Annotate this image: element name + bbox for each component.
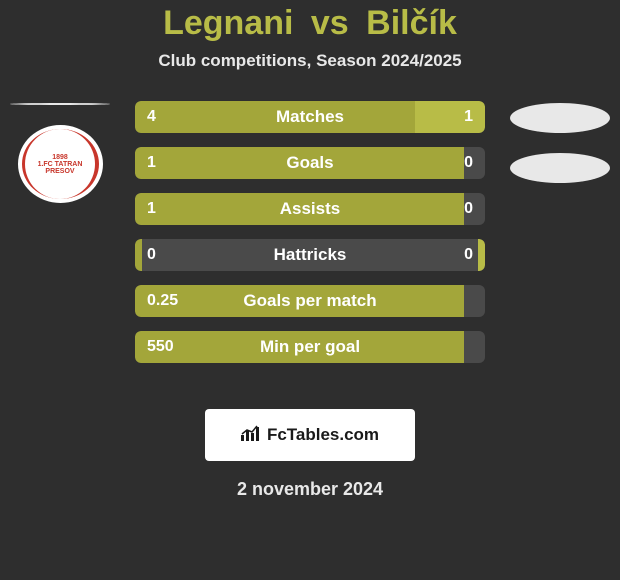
club-year: 1898 [52, 154, 68, 161]
stat-row: Goals10 [135, 147, 485, 179]
club-line1: 1.FC TATRAN [38, 161, 83, 168]
bar-left-fill [135, 285, 464, 317]
player1-club-badge: 1898 1.FC TATRAN PRESOV [18, 125, 103, 203]
stat-value-right: 0 [464, 154, 473, 172]
stat-label: Hattricks [135, 245, 485, 265]
club-line2: PRESOV [45, 168, 74, 175]
stat-row: Matches41 [135, 101, 485, 133]
bar-right-fill [415, 101, 485, 133]
player2-club-placeholder [510, 153, 610, 183]
source-badge[interactable]: FcTables.com [205, 409, 415, 461]
stat-row: Hattricks0 0 [135, 239, 485, 271]
vs-label: vs [311, 4, 349, 42]
footer-date: 2 november 2024 [0, 479, 620, 500]
stat-row: Goals per match0.25 [135, 285, 485, 317]
bar-left-fill [135, 239, 142, 271]
stat-value-left: 0 [147, 246, 156, 264]
stat-bars: Matches41Goals10Assists10Hattricks00Goal… [135, 101, 485, 377]
source-label: FcTables.com [267, 425, 379, 445]
bar-left-fill [135, 331, 464, 363]
stat-value-left: 1 [147, 200, 156, 218]
container: Legnani vs Bilčík Club competitions, Sea… [0, 0, 620, 580]
player2-photo-placeholder [510, 103, 610, 133]
chart-icon [241, 425, 261, 446]
stat-value-right: 0 [464, 200, 473, 218]
stat-value-left: 4 [147, 108, 156, 126]
stat-value-right: 1 [464, 108, 473, 126]
club-badge-inner: 1898 1.FC TATRAN PRESOV [25, 129, 95, 199]
player1-photo-placeholder [10, 103, 110, 105]
left-side: 1898 1.FC TATRAN PRESOV [10, 103, 110, 203]
stat-value-right: 0 [464, 246, 473, 264]
stat-row: Assists10 [135, 193, 485, 225]
page-title: Legnani vs Bilčík [0, 4, 620, 43]
bar-left-fill [135, 101, 415, 133]
stat-value-left: 550 [147, 338, 174, 356]
right-side [510, 103, 610, 203]
bar-left-fill [135, 193, 464, 225]
stat-value-left: 0.25 [147, 292, 178, 310]
stat-value-left: 1 [147, 154, 156, 172]
bar-right-fill [478, 239, 485, 271]
stat-row: Min per goal550 [135, 331, 485, 363]
subtitle: Club competitions, Season 2024/2025 [0, 51, 620, 71]
player1-name: Legnani [163, 4, 293, 42]
comparison-area: 1898 1.FC TATRAN PRESOV Matches41Goals10… [0, 101, 620, 401]
bar-left-fill [135, 147, 464, 179]
player2-name: Bilčík [366, 4, 457, 42]
